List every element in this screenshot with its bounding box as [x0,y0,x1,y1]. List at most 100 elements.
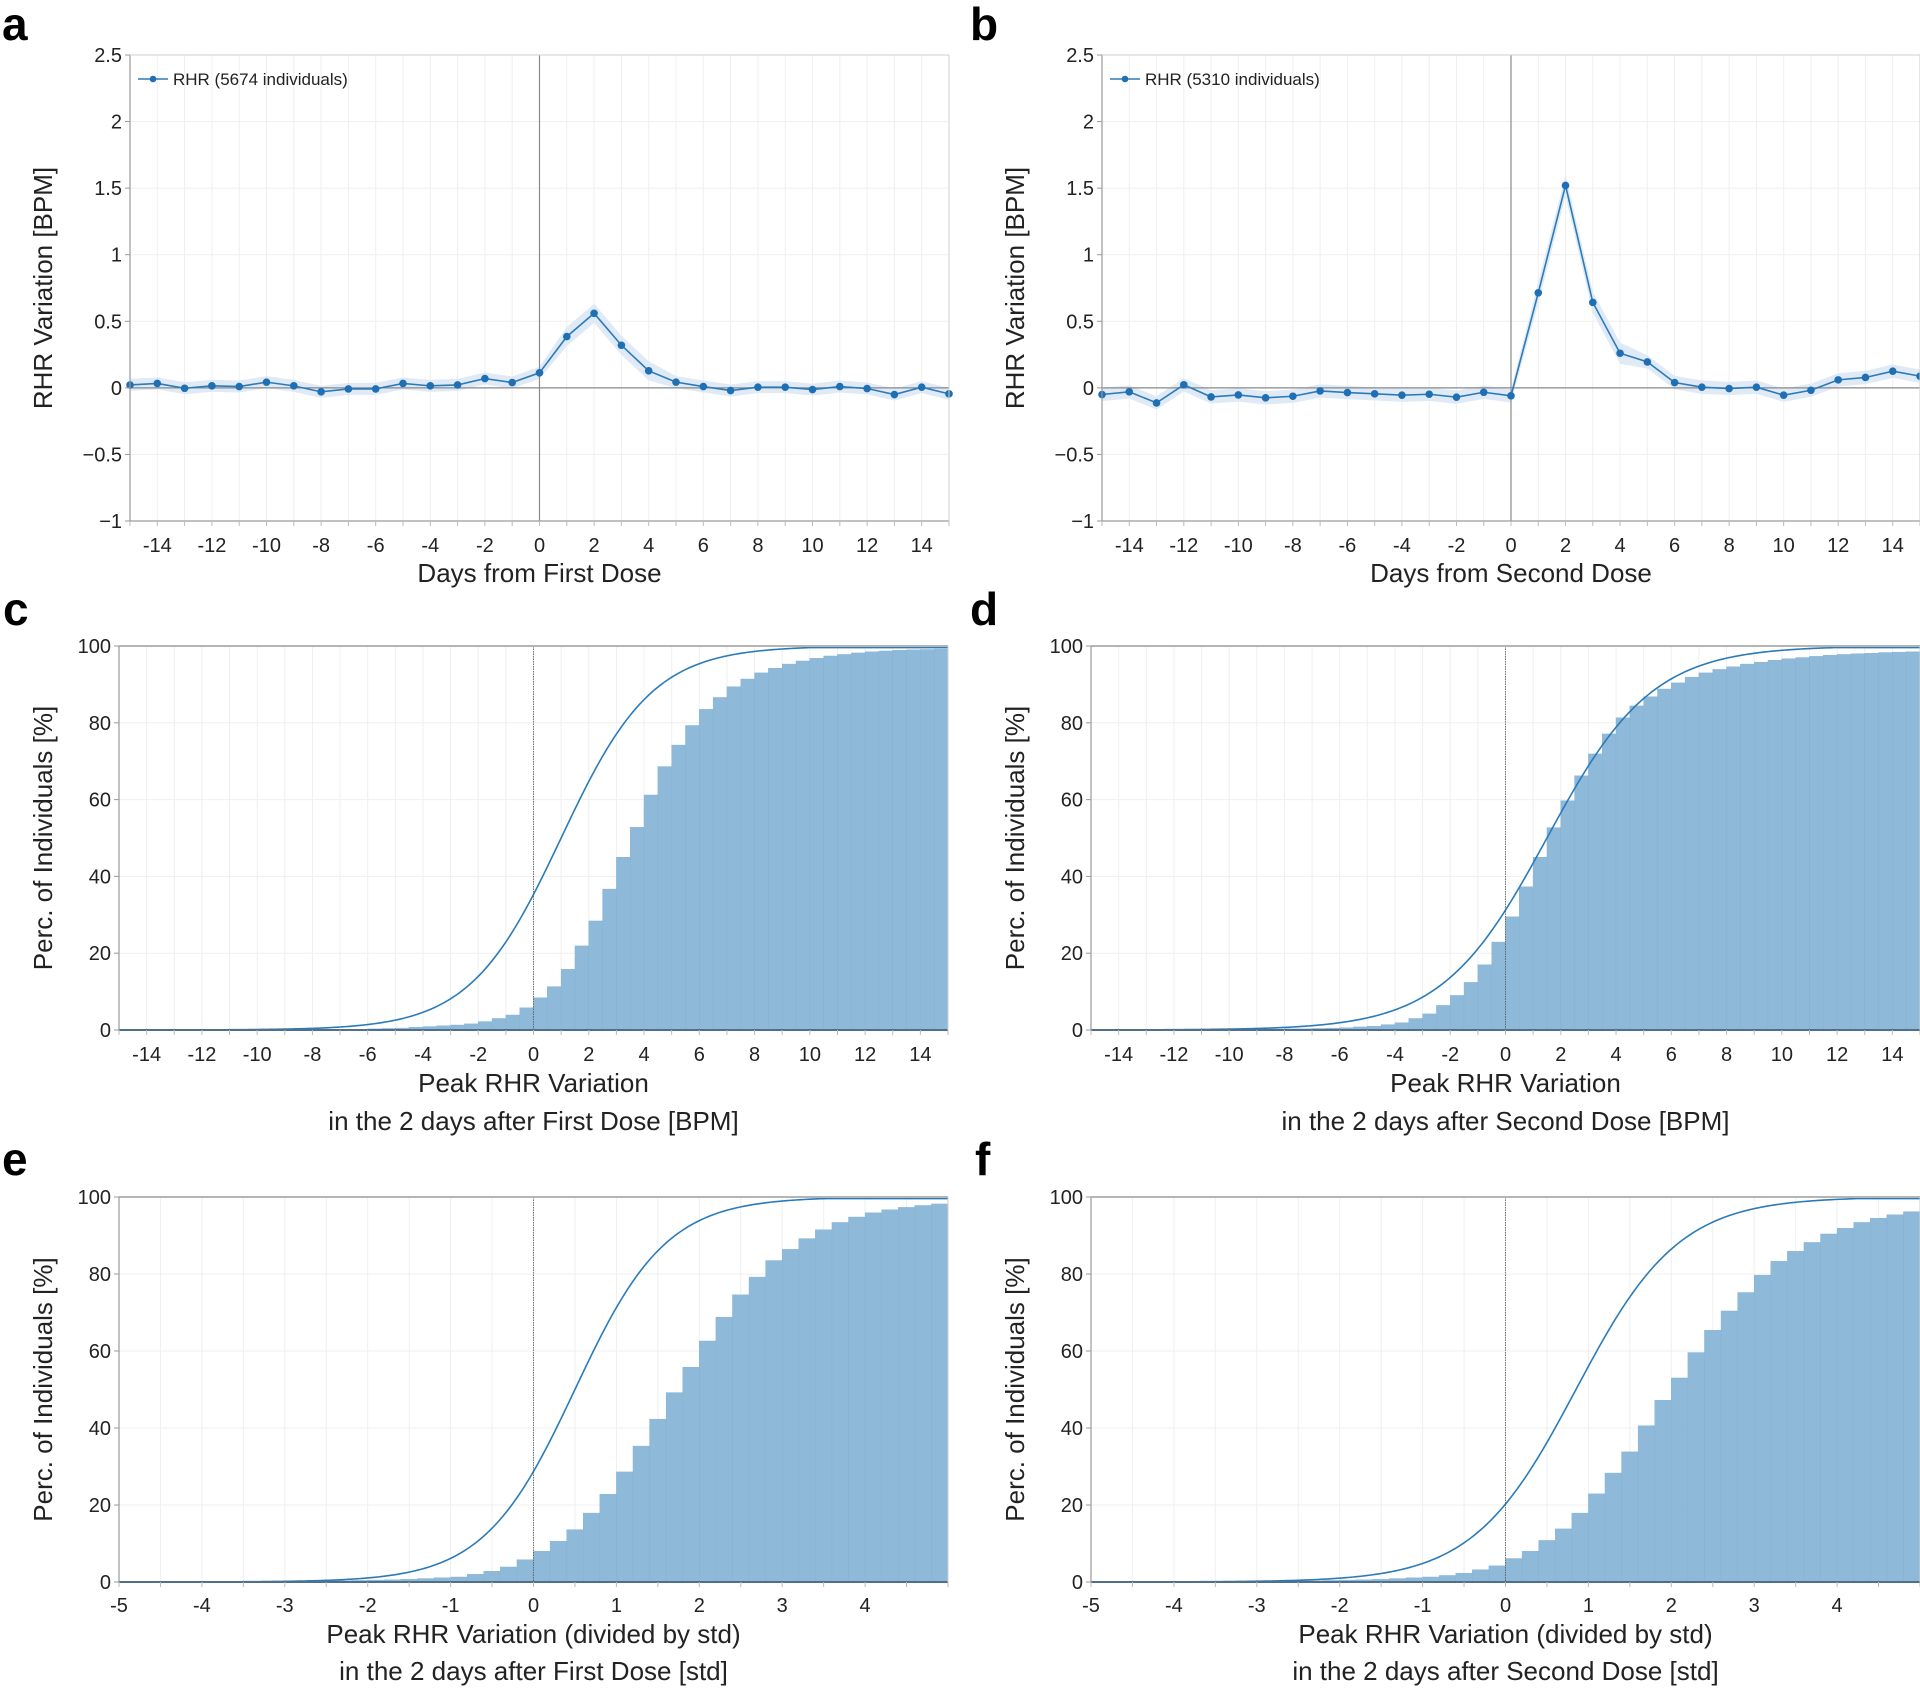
x-tick-label: 10 [799,1044,821,1066]
data-point [426,382,435,390]
legend-label: RHR (5674 individuals) [173,70,348,89]
data-point [1807,386,1815,395]
histogram-bar [505,1014,520,1031]
x-tick-label: 0 [1505,535,1516,557]
histogram-bar [1753,661,1769,1031]
histogram-bar [1588,1493,1606,1583]
histogram-bar [1505,916,1520,1031]
y-tick-label: 80 [89,1264,111,1286]
histogram-bar [671,744,686,1031]
x-tick-label: 0 [1500,1044,1511,1066]
x-tick-label: -2 [1448,535,1466,557]
x-tick-label: 14 [911,535,933,557]
histogram-bar [466,1574,484,1583]
histogram-bar [665,1392,683,1583]
x-tick-label: -2 [359,1595,377,1617]
y-tick-label: 0 [111,378,122,400]
y-tick-label: 1 [1083,245,1094,267]
data-point [1316,387,1324,395]
histogram-bar [809,658,824,1031]
data-point [1507,392,1515,400]
histogram-bar [795,660,811,1031]
data-point [836,382,844,391]
y-tick-label: 80 [1061,1264,1083,1286]
histogram-bar [1687,1352,1705,1583]
histogram-bar [685,725,700,1031]
histogram-bar [1671,1377,1689,1583]
x-tick-label: 2 [583,1044,594,1066]
histogram-bar [699,1340,717,1583]
x-tick-label: -5 [110,1595,128,1617]
x-tick-label: -2 [469,1044,487,1066]
y-tick-label: 1 [111,245,122,267]
histogram-bar [740,678,755,1031]
data-point [1779,391,1788,399]
data-point [563,332,571,341]
x-axis-title: Days from First Dose [417,558,661,588]
histogram-bar [906,649,921,1031]
data-point [1398,391,1406,399]
histogram-bar [1870,1217,1888,1583]
x-axis-title-line2: in the 2 days after First Dose [BPM] [328,1106,738,1136]
histogram-bar [1671,682,1686,1031]
histogram-bar [1637,1425,1655,1583]
histogram-bar [823,655,838,1031]
x-tick-label: -6 [1331,1044,1349,1066]
panel-letter-f: f [975,1133,991,1185]
histogram-bar [1538,1540,1556,1583]
x-tick-label: 4 [1832,1595,1843,1617]
y-axis-title: RHR Variation [BPM] [28,167,58,409]
histogram-bar [1455,1572,1473,1583]
x-tick-label: 12 [1826,1044,1848,1066]
x-tick-label: 4 [860,1595,871,1617]
data-point [508,378,516,387]
histogram-bar [1477,964,1492,1031]
x-tick-label: 4 [1615,535,1626,557]
x-tick-label: -8 [312,535,330,557]
histogram-bar [1836,654,1852,1031]
x-tick-label: 2 [694,1595,705,1617]
histogram-bar [1820,1233,1838,1583]
data-point [1698,383,1706,391]
histogram-bar [682,1366,700,1583]
data-point [672,378,680,386]
x-axis-title: Peak RHR Variation (divided by std) [1298,1619,1712,1649]
legend-marker-icon [1121,75,1129,83]
histogram-bar [931,1203,949,1583]
histogram-bar [768,668,783,1031]
panel-letter-e: e [2,1133,28,1185]
histogram-bar [1546,827,1561,1031]
histogram-bar [1892,651,1907,1031]
y-tick-label: 40 [1061,866,1083,888]
histogram-bar [798,1238,816,1583]
histogram-bar [616,1471,634,1583]
histogram-bar [1864,653,1879,1031]
x-tick-label: 0 [534,535,545,557]
panel-letter-c: c [3,583,29,635]
histogram-bar [1726,666,1741,1031]
x-tick-label: -2 [1441,1044,1459,1066]
histogram-bar [1472,1569,1490,1583]
data-point [699,382,708,391]
data-point [726,386,735,395]
histogram-bar [1422,1013,1437,1031]
y-tick-label: 0 [1072,1020,1083,1042]
x-tick-label: -4 [1165,1595,1183,1617]
histogram-bar [1720,1310,1738,1583]
x-tick-label: -12 [1159,1044,1188,1066]
x-tick-label: 6 [694,1044,705,1066]
x-ticks: -14 -12 -10 -8 -6 -4 -2 0 2 4 6 8 10 12 14 [129,521,950,557]
y-ticks: 0 20 40 60 80 100 [1050,636,1091,1042]
x-tick-label: 4 [638,1044,649,1066]
histogram-bar [1781,658,1796,1031]
histogram-bar [1491,941,1506,1031]
histogram-bar [1823,655,1838,1031]
histogram-bar [630,827,645,1031]
x-tick-label: -10 [1224,535,1253,557]
histogram-bar [748,1276,766,1583]
x-tick-label: 0 [528,1044,539,1066]
x-tick-label: 10 [1771,1044,1793,1066]
y-tick-label: 2 [1083,112,1094,134]
histogram-bar [815,1229,833,1583]
x-tick-label: 2 [1666,1595,1677,1617]
